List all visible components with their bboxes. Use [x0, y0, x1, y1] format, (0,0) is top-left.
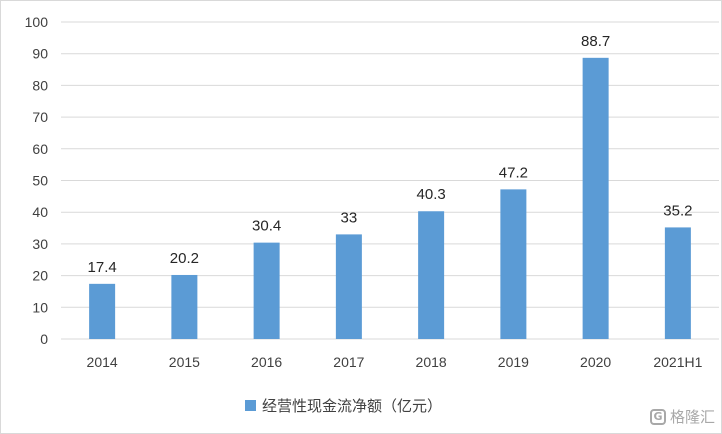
data-label: 88.7: [581, 33, 610, 50]
bar: [89, 283, 116, 339]
x-tick-label: 2018: [416, 354, 447, 370]
data-label: 35.2: [663, 202, 692, 219]
bar: [418, 211, 445, 339]
bar: [664, 227, 691, 339]
data-label: 40.3: [417, 186, 446, 203]
y-tick-label: 70: [32, 109, 48, 125]
y-tick-label: 50: [32, 173, 48, 189]
y-tick-label: 60: [32, 141, 48, 157]
x-tick-label: 2014: [87, 354, 118, 370]
watermark: G 格隆汇: [649, 406, 715, 427]
bar: [582, 57, 609, 340]
bars: [89, 57, 691, 340]
data-label: 33: [341, 209, 358, 226]
x-axis-ticks: 2014 2015 2016 2017 2018 2019 2020 2021H1: [87, 354, 703, 370]
watermark-logo-icon: G: [649, 408, 666, 425]
x-tick-label: 2021H1: [653, 354, 702, 370]
y-tick-label: 90: [32, 46, 48, 62]
data-label: 47.2: [499, 164, 528, 181]
legend: 经营性现金流净额（亿元）: [245, 395, 442, 415]
bar: [500, 189, 527, 339]
x-tick-label: 2015: [169, 354, 200, 370]
y-tick-label: 40: [32, 204, 48, 220]
watermark-text: 格隆汇: [669, 408, 715, 426]
y-tick-label: 80: [32, 77, 48, 93]
gridlines: [61, 21, 719, 340]
bar: [253, 242, 280, 339]
y-tick-label: 0: [40, 331, 48, 347]
bar: [335, 234, 362, 339]
x-tick-label: 2019: [498, 354, 529, 370]
data-label: 17.4: [88, 259, 117, 276]
legend-swatch: [245, 399, 256, 411]
data-label: 20.2: [170, 250, 199, 267]
legend-label: 经营性现金流净额（亿元）: [262, 396, 443, 415]
data-labels: 17.4 20.2 30.4 33 40.3 47.2 88.7 35.2: [88, 33, 693, 276]
x-tick-label: 2016: [251, 354, 282, 370]
y-tick-label: 10: [32, 299, 48, 315]
data-label: 30.4: [252, 218, 281, 235]
x-tick-label: 2020: [580, 354, 611, 370]
y-axis-ticks: 0 10 20 30 40 50 60 70 80 90 100: [25, 14, 49, 347]
y-tick-label: 30: [32, 236, 48, 252]
y-tick-label: 20: [32, 268, 48, 284]
x-tick-label: 2017: [333, 354, 364, 370]
bar: [171, 274, 198, 339]
y-tick-label: 100: [25, 14, 49, 30]
